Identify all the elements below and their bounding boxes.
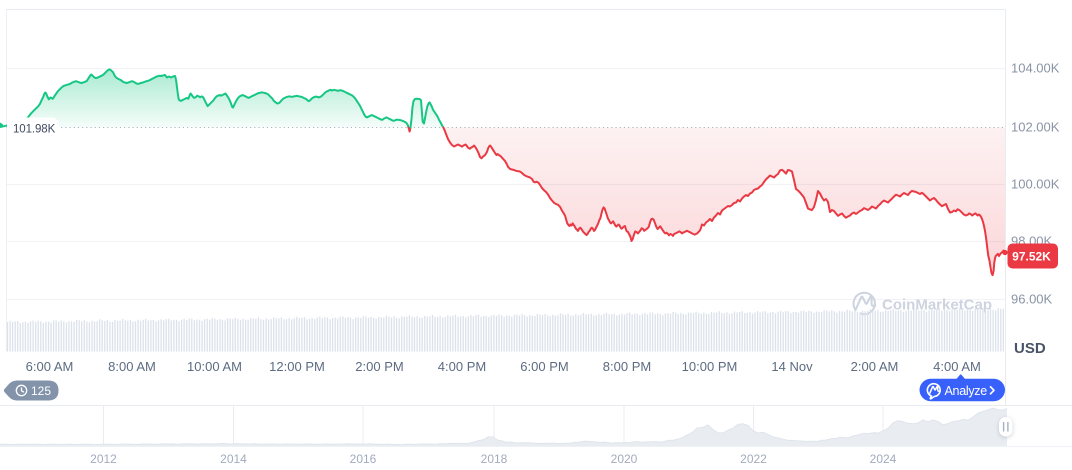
svg-text:CoinMarketCap: CoinMarketCap (882, 297, 992, 314)
svg-text:USD: USD (1014, 340, 1046, 357)
svg-text:2014: 2014 (220, 452, 247, 466)
svg-text:12:00 PM: 12:00 PM (269, 359, 325, 374)
svg-text:8:00 PM: 8:00 PM (603, 359, 651, 374)
svg-text:Analyze: Analyze (945, 384, 988, 398)
svg-text:2020: 2020 (611, 452, 638, 466)
svg-text:6:00 AM: 6:00 AM (26, 359, 74, 374)
svg-text:8:00 AM: 8:00 AM (108, 359, 156, 374)
svg-text:97.52K: 97.52K (1012, 250, 1051, 264)
svg-text:2:00 AM: 2:00 AM (851, 359, 899, 374)
svg-text:125: 125 (31, 384, 51, 398)
svg-text:2012: 2012 (90, 452, 117, 466)
svg-text:10:00 PM: 10:00 PM (682, 359, 738, 374)
svg-text:2024: 2024 (870, 452, 897, 466)
svg-text:2022: 2022 (740, 452, 767, 466)
svg-text:4:00 PM: 4:00 PM (438, 359, 486, 374)
svg-text:100.00K: 100.00K (1011, 177, 1060, 192)
svg-text:4:00 AM: 4:00 AM (933, 359, 981, 374)
svg-text:96.00K: 96.00K (1011, 292, 1053, 307)
svg-text:101.98K: 101.98K (13, 124, 56, 136)
svg-text:2:00 PM: 2:00 PM (355, 359, 403, 374)
svg-text:104.00K: 104.00K (1011, 61, 1060, 76)
svg-text:2016: 2016 (350, 452, 377, 466)
svg-text:14 Nov: 14 Nov (771, 359, 813, 374)
svg-text:10:00 AM: 10:00 AM (187, 359, 242, 374)
svg-text:102.00K: 102.00K (1011, 120, 1060, 135)
svg-text:6:00 PM: 6:00 PM (520, 359, 568, 374)
svg-text:2018: 2018 (481, 452, 508, 466)
